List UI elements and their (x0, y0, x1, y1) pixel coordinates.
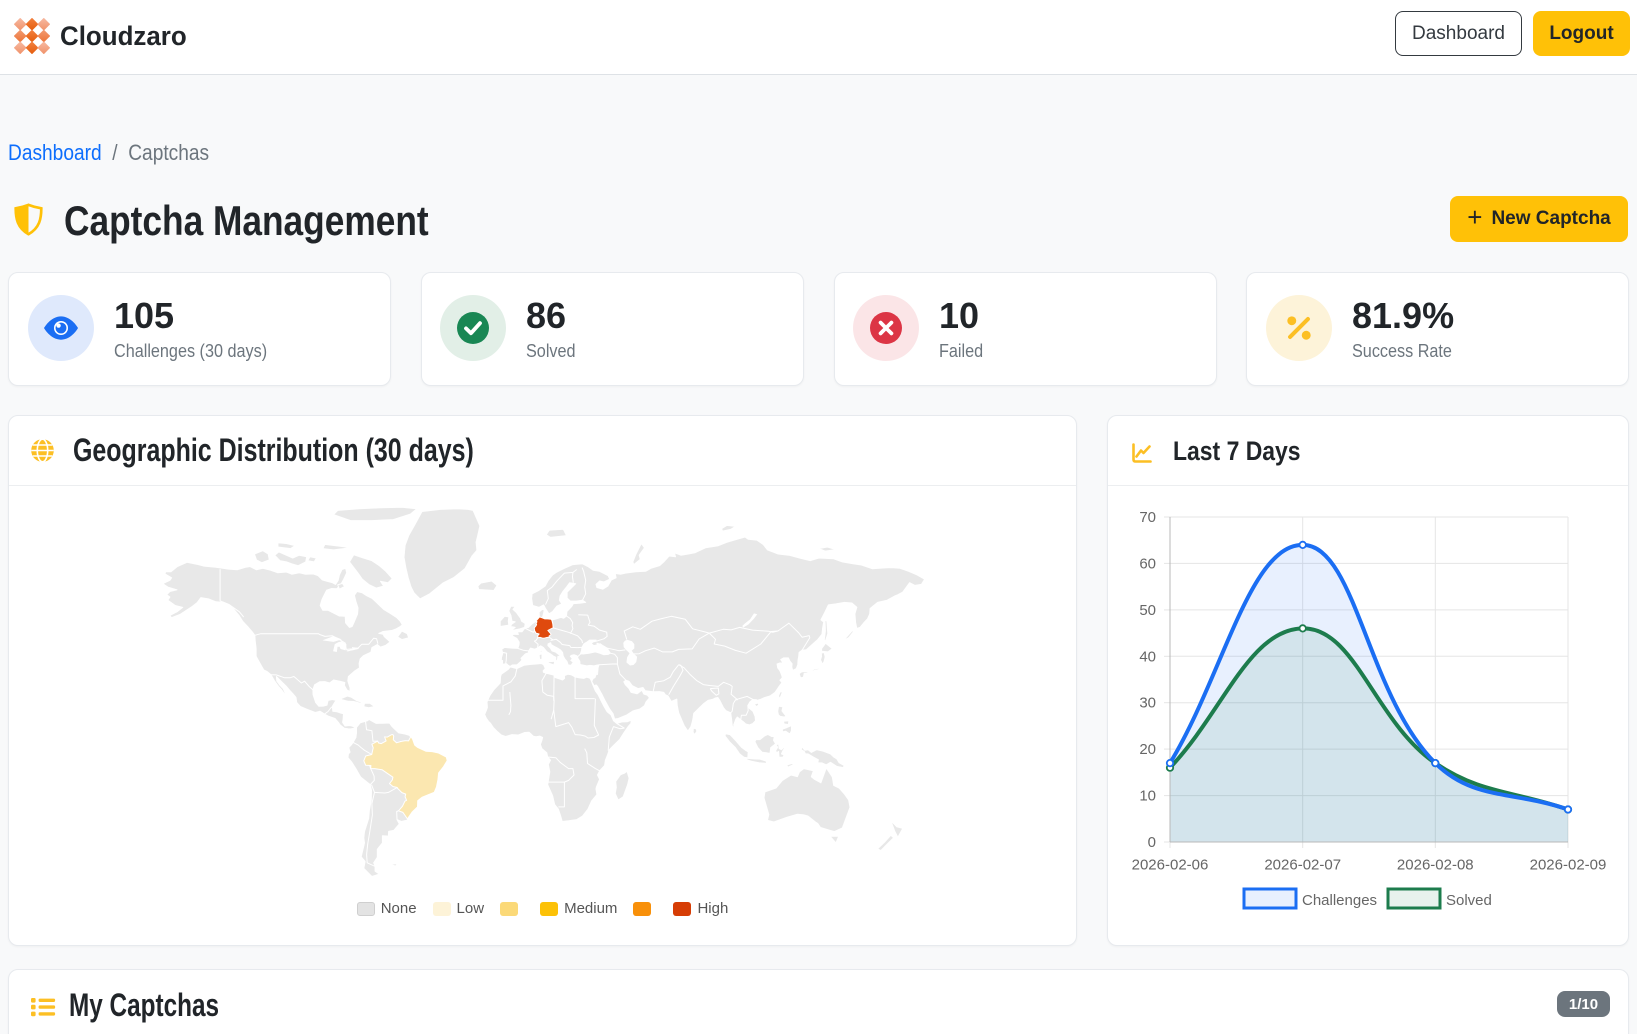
svg-text:70: 70 (1139, 509, 1156, 526)
svg-text:2026-02-08: 2026-02-08 (1397, 857, 1474, 874)
svg-text:Solved: Solved (1446, 892, 1492, 909)
svg-text:0: 0 (1148, 834, 1156, 851)
svg-text:60: 60 (1139, 555, 1156, 572)
svg-text:10: 10 (1139, 788, 1156, 805)
svg-text:40: 40 (1139, 648, 1156, 665)
svg-text:2026-02-09: 2026-02-09 (1530, 857, 1607, 874)
svg-text:30: 30 (1139, 695, 1156, 712)
svg-text:2026-02-06: 2026-02-06 (1132, 857, 1209, 874)
svg-text:50: 50 (1139, 602, 1156, 619)
svg-text:20: 20 (1139, 741, 1156, 758)
svg-text:2026-02-07: 2026-02-07 (1264, 857, 1341, 874)
svg-text:Challenges: Challenges (1302, 892, 1377, 909)
